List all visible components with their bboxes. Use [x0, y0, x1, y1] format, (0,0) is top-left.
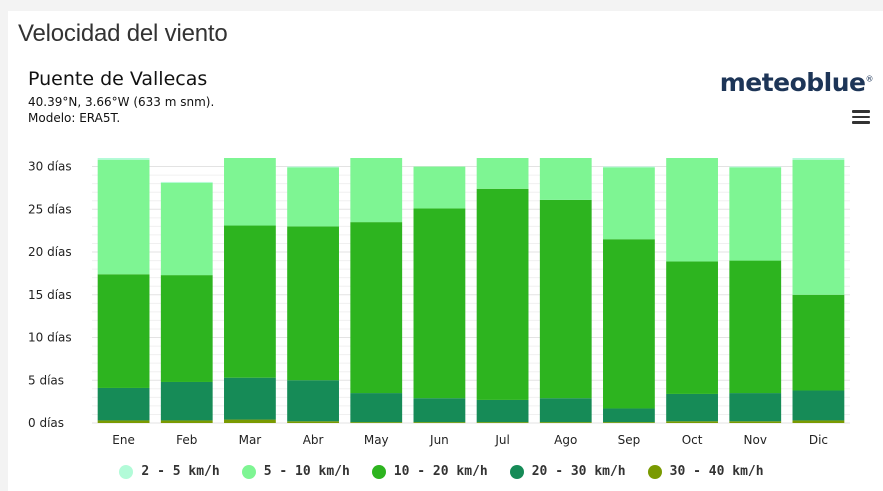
legend-label: 5 - 10 km/h	[263, 464, 350, 479]
x-tick-label: Abr	[303, 433, 324, 447]
legend-label: 20 - 30 km/h	[531, 464, 626, 479]
bar-segment	[476, 188, 529, 400]
y-tick-label: 25 días	[28, 202, 72, 216]
y-tick-label: 10 días	[28, 331, 72, 345]
legend-item[interactable]: 5 - 10 km/h	[241, 464, 350, 479]
bar-segment	[287, 421, 339, 423]
station-name: Puente de Vallecas	[28, 68, 208, 90]
y-tick-label: 5 días	[28, 373, 64, 387]
bar-segment	[539, 199, 592, 399]
bar-segment	[350, 222, 403, 394]
x-tick-label: Ene	[112, 433, 135, 447]
bar-segment	[539, 158, 592, 200]
bar-segment	[729, 393, 782, 422]
y-tick-label: 15 días	[28, 288, 72, 302]
bar-segment	[287, 167, 339, 227]
bar-segment	[539, 422, 592, 423]
bar-segment	[539, 398, 592, 423]
bar-segment	[792, 158, 845, 160]
bar-segment	[350, 393, 403, 423]
bar-segment	[224, 158, 276, 226]
bar-segment	[413, 208, 466, 399]
legend-item[interactable]: 30 - 40 km/h	[647, 464, 764, 479]
x-tick-label: Jul	[494, 433, 509, 447]
bar-segment	[603, 408, 655, 423]
y-tick-label: 0 días	[28, 416, 64, 430]
bar-segment	[792, 420, 845, 423]
bar-segment	[792, 294, 845, 391]
registered-mark: ®	[865, 74, 874, 84]
hamburger-menu-icon[interactable]	[852, 110, 870, 124]
x-tick-label: Ago	[554, 433, 577, 447]
bar-segment	[603, 167, 655, 240]
brand-name: meteoblue	[719, 68, 866, 97]
legend-item[interactable]: 20 - 30 km/h	[509, 464, 626, 479]
bar-segment	[224, 419, 276, 423]
legend-label: 30 - 40 km/h	[669, 464, 764, 479]
bar-segment	[160, 181, 213, 183]
bar-segment	[413, 166, 466, 209]
bar-segment	[413, 398, 466, 423]
bar-segment	[666, 158, 718, 262]
chart-legend: 2 - 5 km/h 5 - 10 km/h 10 - 20 km/h 20 - 30…	[0, 464, 883, 479]
x-tick-label: Dic	[809, 433, 828, 447]
legend-swatch	[371, 464, 386, 479]
bar-segment	[666, 393, 718, 422]
y-tick-label: 20 días	[28, 245, 72, 259]
bar-segment	[729, 167, 782, 261]
bar-segment	[287, 380, 339, 422]
bar-segment	[603, 166, 655, 168]
x-tick-label: May	[364, 433, 389, 447]
bar-segment	[729, 421, 782, 423]
legend-swatch	[647, 464, 662, 479]
bar-segment	[287, 166, 339, 168]
bar-segment	[476, 399, 529, 423]
y-tick-label: 30 días	[28, 160, 72, 174]
bar-segment	[666, 421, 718, 423]
bar-segment	[476, 422, 529, 423]
bar-segment	[224, 225, 276, 378]
x-tick-label: Feb	[176, 433, 197, 447]
bar-segment	[160, 182, 213, 276]
x-tick-label: Mar	[239, 433, 262, 447]
bar-segment	[224, 377, 276, 420]
meteoblue-logo[interactable]: meteoblue®	[719, 68, 874, 97]
model-name: Modelo: ERA5T.	[28, 111, 121, 125]
bar-segment	[97, 159, 150, 275]
bar-segment	[160, 275, 213, 382]
x-tick-label: Jun	[429, 433, 449, 447]
x-tick-label: Nov	[744, 433, 767, 447]
bar-segment	[476, 158, 529, 189]
bar-segment	[603, 239, 655, 409]
bar-segment	[350, 158, 403, 223]
legend-item[interactable]: 10 - 20 km/h	[371, 464, 488, 479]
bar-segment	[97, 420, 150, 423]
x-tick-label: Oct	[682, 433, 703, 447]
bar-segment	[97, 158, 150, 160]
bar-segment	[666, 261, 718, 394]
bar-segment	[97, 387, 150, 421]
bar-segment	[729, 260, 782, 394]
bar-segment	[287, 226, 339, 381]
page-title: Velocidad del viento	[18, 20, 228, 47]
bar-segment	[603, 422, 655, 423]
legend-swatch	[241, 464, 256, 479]
legend-label: 2 - 5 km/h	[141, 464, 220, 479]
station-coordinates: 40.39°N, 3.66°W (633 m snm).	[28, 95, 215, 109]
bar-segment	[729, 166, 782, 168]
legend-label: 10 - 20 km/h	[393, 464, 488, 479]
bar-segment	[792, 390, 845, 421]
legend-swatch	[119, 464, 134, 479]
bar-segment	[792, 159, 845, 295]
x-tick-label: Sep	[618, 433, 641, 447]
bar-segment	[413, 422, 466, 423]
legend-swatch	[509, 464, 524, 479]
bar-segment	[160, 381, 213, 421]
bar-segment	[97, 274, 150, 388]
legend-item[interactable]: 2 - 5 km/h	[119, 464, 220, 479]
bar-segment	[350, 422, 403, 423]
bar-segment	[160, 420, 213, 423]
